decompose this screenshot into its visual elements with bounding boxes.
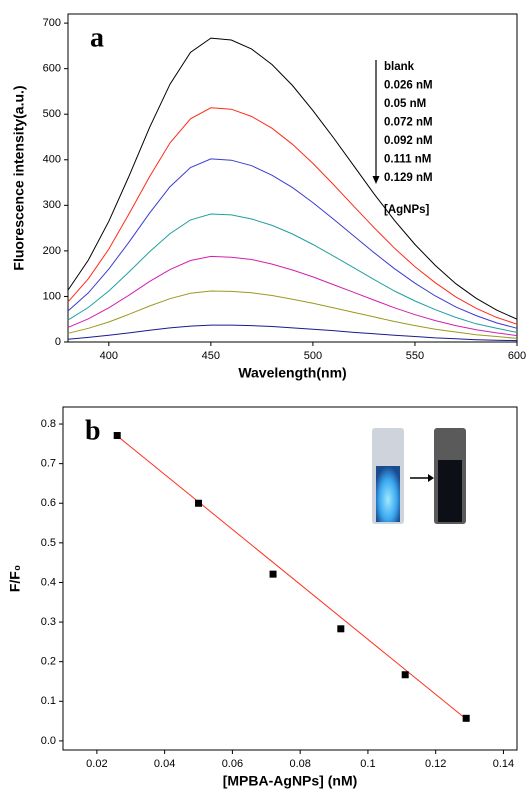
x-tick-label: 0.02 xyxy=(86,758,107,770)
spectrum-line xyxy=(67,290,518,339)
spectrum-line xyxy=(67,255,518,337)
y-tick-label: 0.4 xyxy=(41,576,56,588)
y-tick-label: 0.3 xyxy=(41,616,56,628)
y-tick-label: 0.1 xyxy=(41,695,56,707)
x-tick-label: 0.14 xyxy=(493,758,514,770)
legend-label: 0.092 nM xyxy=(384,135,433,147)
x-tick-label: 400 xyxy=(100,350,118,362)
annotation: [AgNPs] xyxy=(384,204,430,216)
legend-label: 0.026 nM xyxy=(384,80,433,92)
legend-label: 0.072 nM xyxy=(384,117,433,129)
x-tick-label: 0.04 xyxy=(154,758,175,770)
y-tick-label: 300 xyxy=(43,199,61,211)
panel-label: b xyxy=(85,415,101,446)
spectrum-line xyxy=(67,324,518,342)
y-tick-label: 100 xyxy=(43,290,61,302)
x-tick-label: 0.1 xyxy=(360,758,375,770)
plot-frame xyxy=(62,406,518,751)
x-axis-label: Wavelength(nm) xyxy=(238,365,346,381)
y-tick-label: 600 xyxy=(43,63,61,75)
x-axis-label: [MPBA-AgNPs] (nM) xyxy=(223,773,358,789)
x-tick-label: 600 xyxy=(508,350,526,362)
y-tick-label: 0.8 xyxy=(41,418,56,430)
legend-label: 0.129 nM xyxy=(384,172,433,184)
y-axis-label: F/F₀ xyxy=(7,565,23,592)
y-tick-label: 400 xyxy=(43,154,61,166)
y-tick-label: 0 xyxy=(55,336,61,348)
x-tick-label: 550 xyxy=(406,350,424,362)
data-point xyxy=(113,432,121,440)
x-tick-label: 450 xyxy=(202,350,220,362)
y-tick-label: 0.0 xyxy=(41,735,56,747)
y-tick-label: 0.6 xyxy=(41,497,56,509)
y-axis-label: Fluorescence intensity(a.u.) xyxy=(11,85,27,270)
y-tick-label: 700 xyxy=(43,17,61,29)
y-tick-label: 0.2 xyxy=(41,656,56,668)
y-tick-label: 200 xyxy=(43,245,61,257)
cuvette-blue xyxy=(376,466,400,522)
y-tick-label: 0.5 xyxy=(41,537,56,549)
legend-label: 0.111 nM xyxy=(384,154,431,166)
data-point xyxy=(337,625,345,633)
legend-label: blank xyxy=(384,61,415,73)
inset-photo xyxy=(372,428,466,524)
spectrum-line xyxy=(67,107,518,325)
legend-label: 0.05 nM xyxy=(384,98,426,110)
inset-arrowhead xyxy=(428,474,434,482)
data-point xyxy=(462,714,470,722)
x-tick-label: 0.08 xyxy=(289,758,310,770)
data-point xyxy=(195,499,203,507)
x-tick-label: 0.06 xyxy=(222,758,243,770)
plot-frame xyxy=(67,13,518,343)
panel-label: a xyxy=(90,22,104,53)
spectrum-line xyxy=(67,158,518,329)
data-point xyxy=(401,671,409,679)
x-tick-label: 0.12 xyxy=(425,758,446,770)
y-tick-label: 500 xyxy=(43,108,61,120)
spectrum-line xyxy=(67,213,518,333)
y-tick-label: 0.7 xyxy=(41,458,56,470)
data-point xyxy=(269,570,277,578)
legend-arrowhead xyxy=(372,176,380,184)
x-tick-label: 500 xyxy=(304,350,322,362)
cuvette-dark xyxy=(438,460,462,522)
spectrum-line xyxy=(67,37,518,320)
